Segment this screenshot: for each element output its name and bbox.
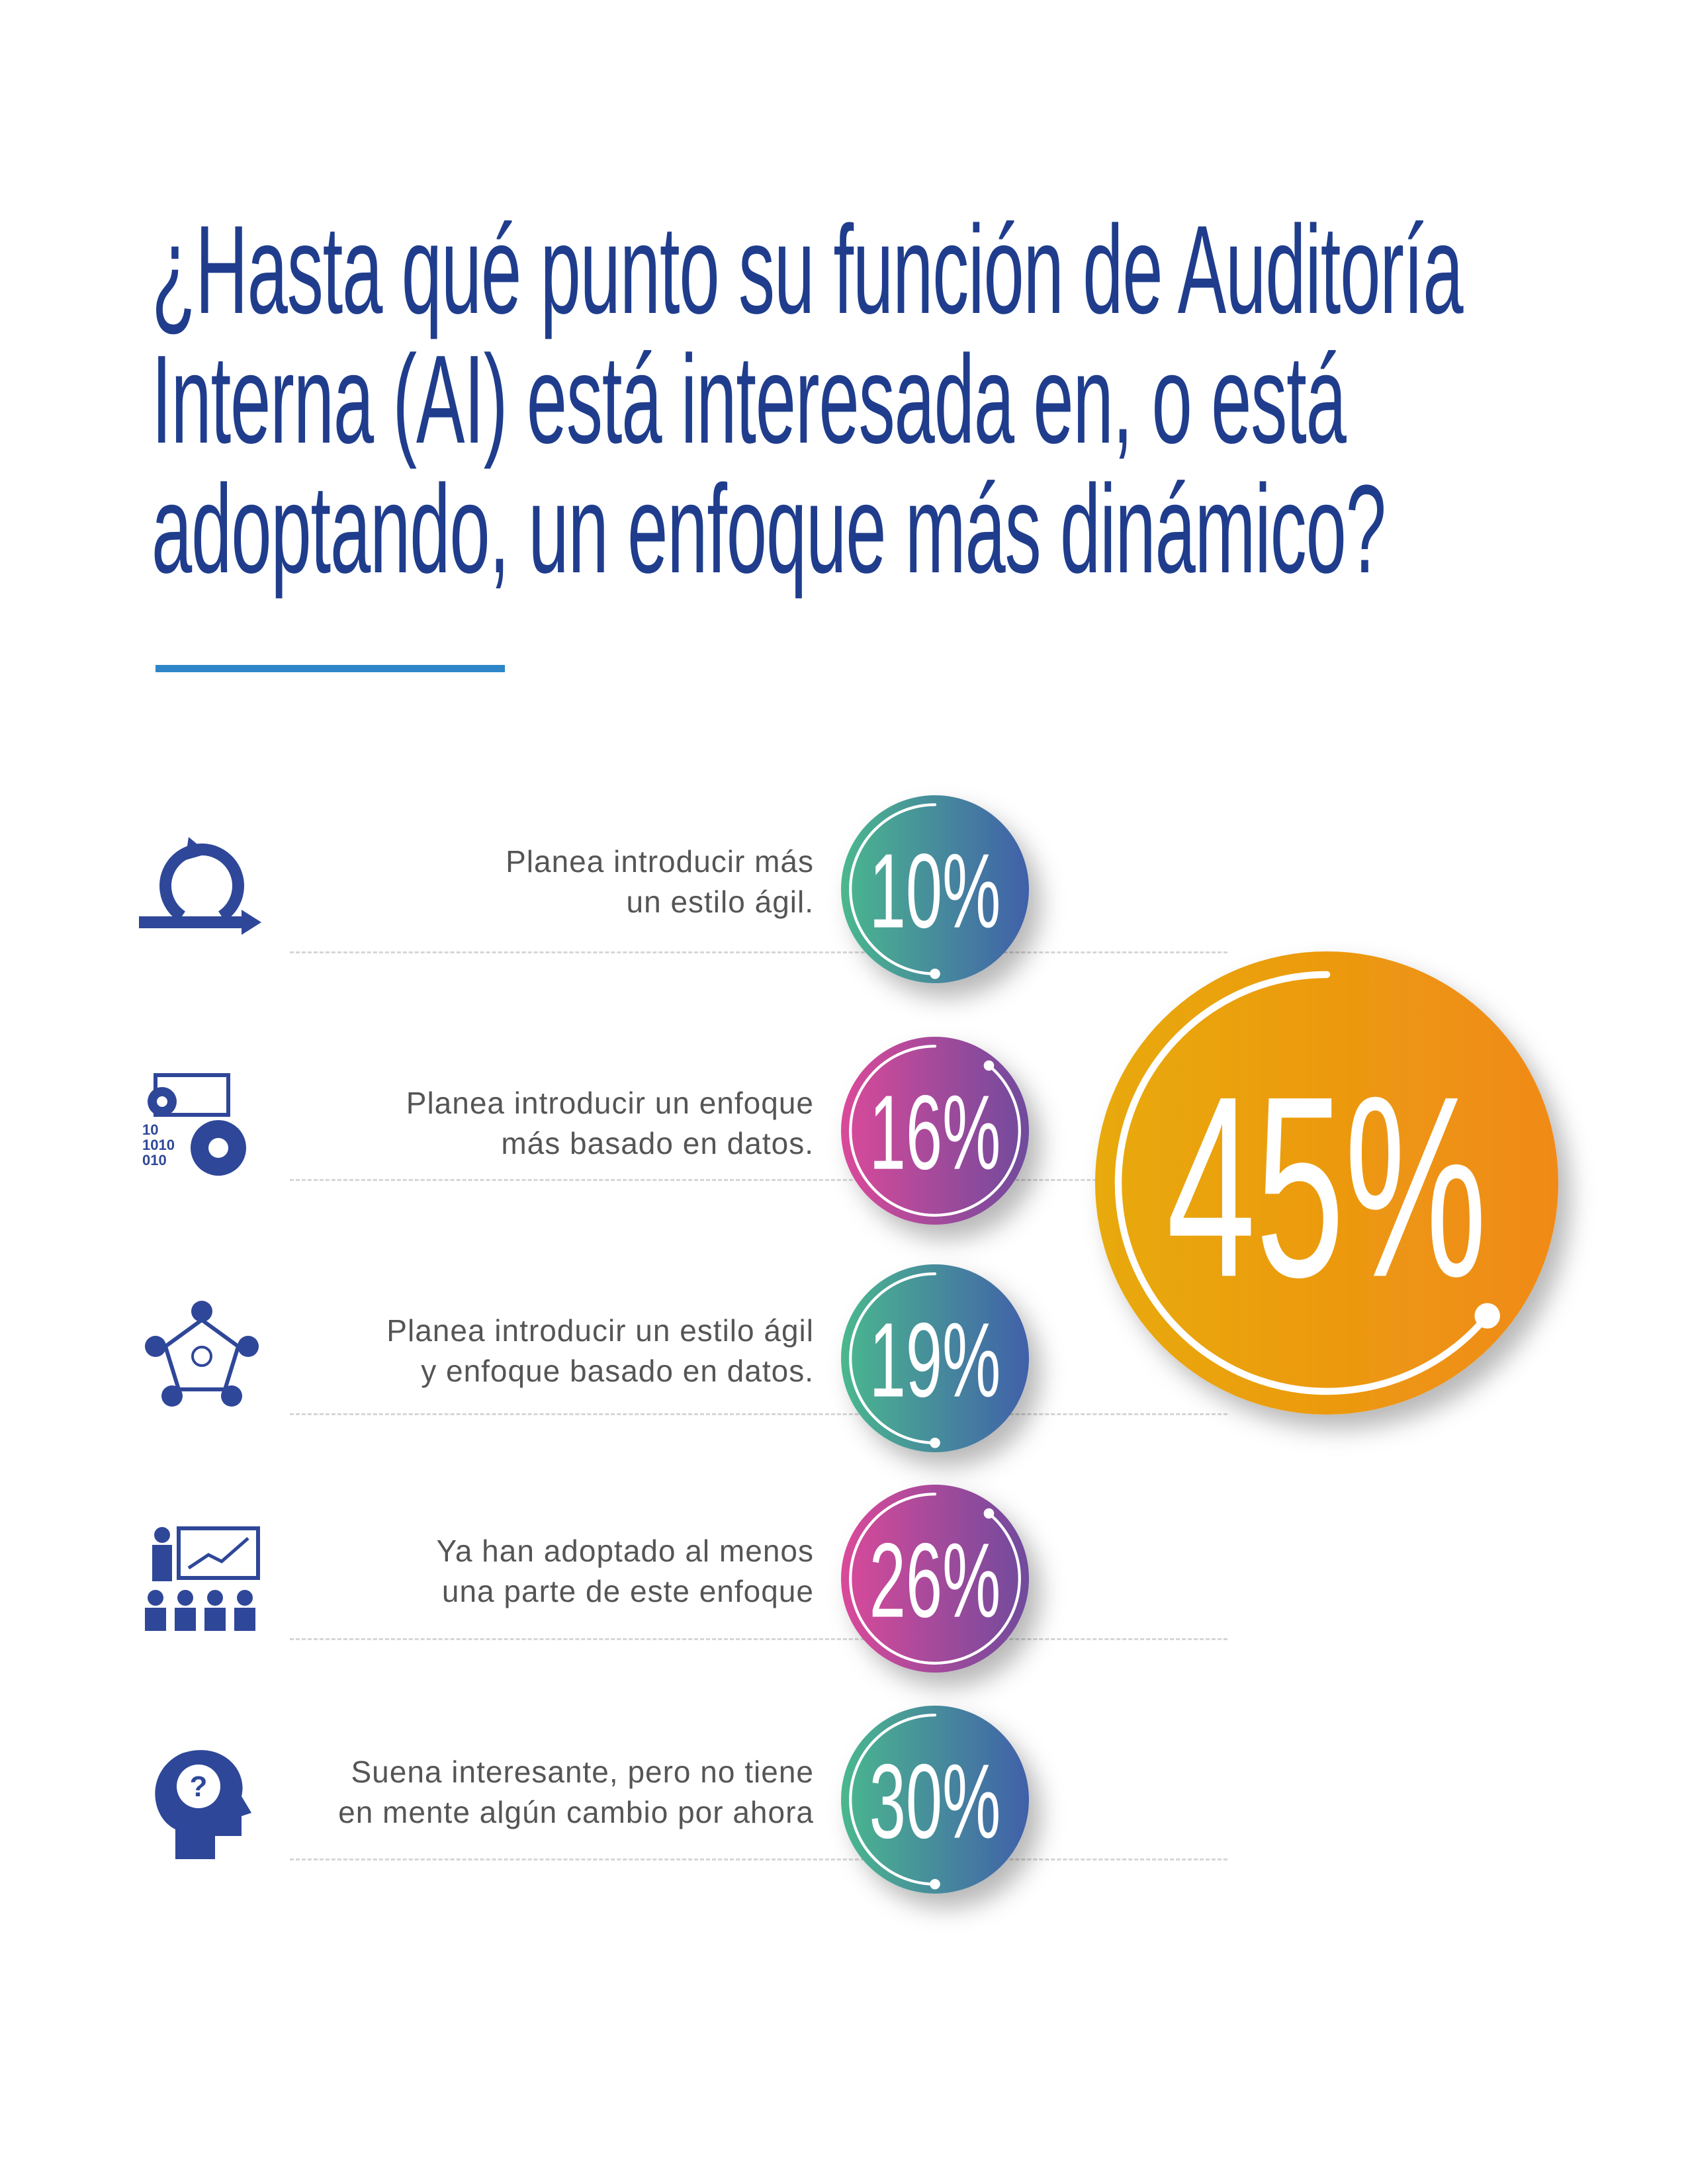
percentage-circle: 10% [841,795,1029,983]
row-divider [290,1858,1227,1860]
progress-arc [849,803,937,975]
total-percentage-circle: 45% [1095,951,1558,1415]
title-line: ¿Hasta qué punto su función de Auditoría [152,200,1464,340]
percentage-value: 30% [869,1742,1001,1860]
row-divider [290,1179,1227,1181]
team-network-icon [145,1301,259,1407]
item-label: Planea introducir más un estilo ágil. [152,842,814,922]
percentage-value: 16% [869,1073,1001,1192]
item-label-line: una parte de este enfoque [441,1574,814,1608]
item-label-line: Planea introducir más [506,844,814,879]
arc-end-dot [1474,1303,1500,1329]
svg-text:010: 010 [142,1152,167,1168]
row-divider [290,1638,1227,1640]
circle-fill [841,1485,1029,1673]
item-label-line: más basado en datos. [501,1126,814,1160]
percentage-circle: 19% [841,1264,1029,1452]
percentage-value: 26% [869,1521,1001,1639]
circle-fill [841,1264,1029,1452]
data-gears-icon: 10 1010 010 [142,1073,246,1176]
arc-end-dot [930,1878,940,1890]
progress-arc [849,1493,1021,1665]
item-label-line: y enfoque basado en datos. [421,1354,814,1388]
item-label: Ya han adoptado al menos una parte de est… [152,1531,814,1612]
arc-end-dot [983,1060,995,1071]
arc-end-dot [930,1437,940,1448]
presentation-audience-icon [145,1526,260,1631]
circle-fill [841,1706,1029,1894]
item-label: Planea introducir un enfoque más basado e… [152,1083,814,1164]
progress-arc [849,1714,937,1886]
item-label: Planea introducir un estilo ágil y enfoqu… [152,1311,814,1391]
title-line: Interna (AI) está interesada en, o está [152,329,1347,470]
item-label-line: Ya han adoptado al menos [436,1534,814,1568]
head-question-icon: ? [155,1750,251,1859]
title-line: adoptando, un enfoque más dinámico? [152,459,1386,599]
svg-text:?: ? [190,1770,208,1803]
percentage-circle: 26% [841,1485,1029,1673]
item-label-line: Planea introducir un estilo ágil [386,1313,814,1348]
circle-fill [841,795,1029,983]
progress-arc [1114,971,1491,1395]
item-label-line: Suena interesante, pero no tiene [351,1755,814,1789]
percentage-value: 45% [1167,1042,1487,1331]
percentage-value: 10% [869,832,1001,950]
item-label: Suena interesante, pero no tiene en mente… [152,1752,814,1833]
percentage-value: 19% [869,1301,1001,1419]
item-label-line: un estilo ágil. [626,885,814,919]
item-label-line: en mente algún cambio por ahora [338,1795,814,1829]
page-title: ¿Hasta qué punto su función de Auditoría… [152,200,1464,599]
item-label-line: Planea introducir un enfoque [406,1086,814,1120]
percentage-circle: 16% [841,1037,1029,1225]
agile-cycle-icon [139,837,261,935]
svg-text:1010: 1010 [142,1137,175,1153]
percentage-circle: 30% [841,1706,1029,1894]
row-divider [290,1413,1227,1415]
progress-arc [849,1045,1021,1217]
title-underline [155,665,505,672]
circle-fill [841,1037,1029,1225]
row-divider [290,951,1227,953]
arc-end-dot [983,1508,995,1519]
circle-fill [1095,951,1558,1415]
progress-arc [849,1272,937,1444]
arc-end-dot [930,968,940,979]
svg-text:10: 10 [142,1121,158,1138]
